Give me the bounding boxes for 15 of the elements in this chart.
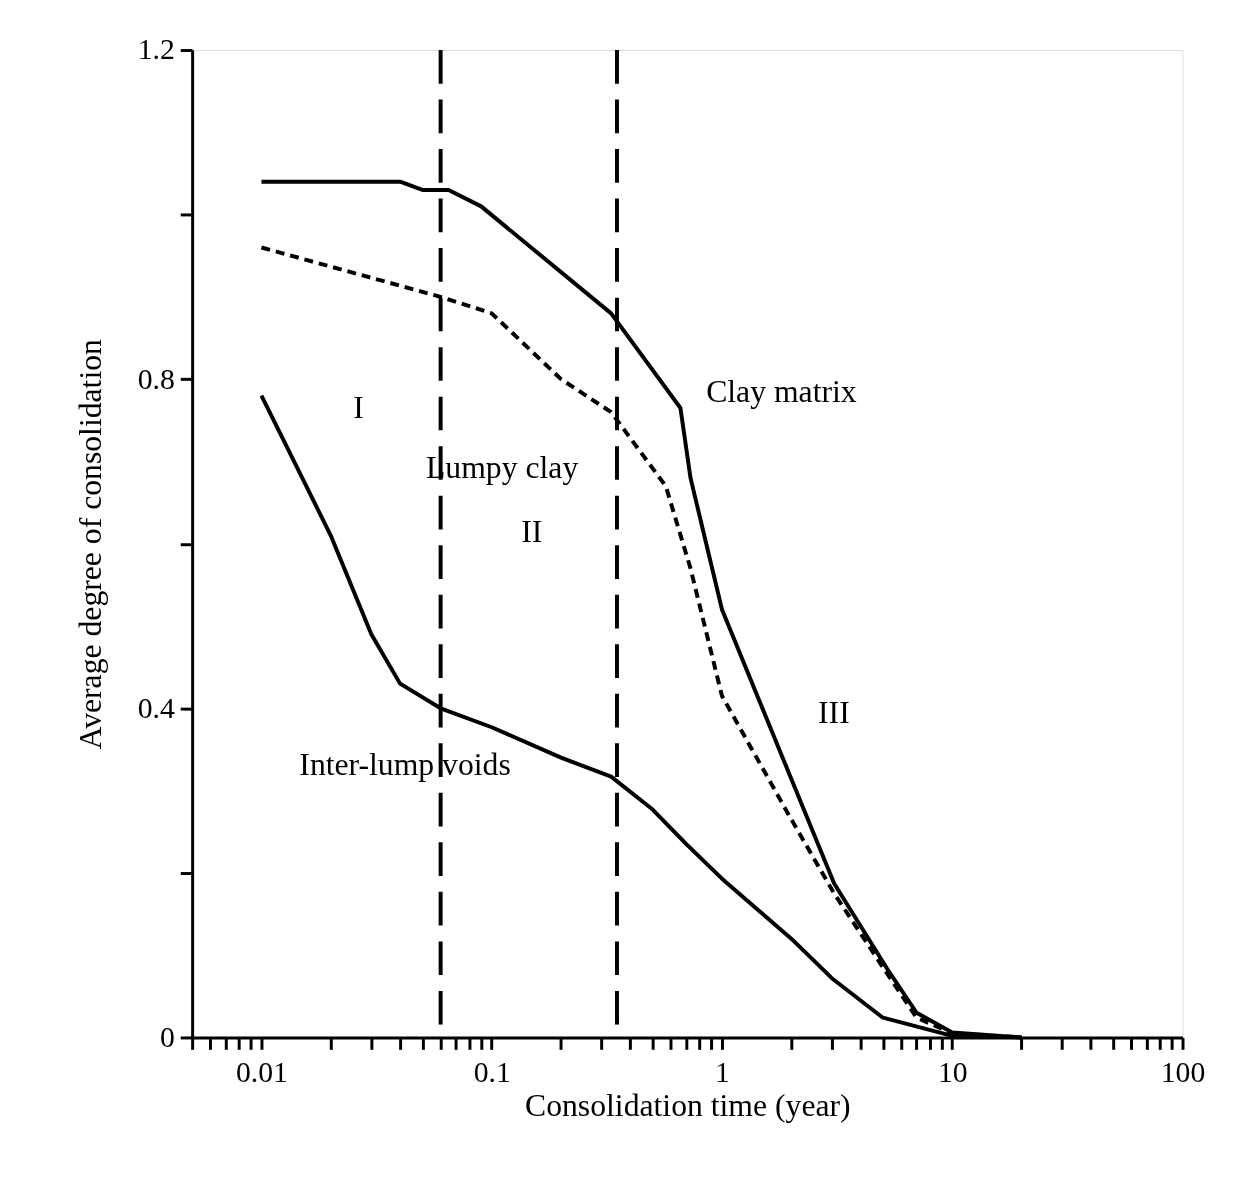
x-tick-label: 1 bbox=[715, 1055, 730, 1088]
annotation: I bbox=[353, 390, 364, 426]
annotation: III bbox=[818, 694, 850, 730]
y-tick-label: 0 bbox=[159, 1020, 175, 1053]
annotation: II bbox=[521, 514, 543, 550]
series-label: Clay matrix bbox=[706, 373, 857, 409]
x-tick-label: 100 bbox=[1160, 1055, 1206, 1088]
y-tick-label: 1.2 bbox=[137, 33, 175, 66]
x-axis-title: Consolidation time (year) bbox=[525, 1088, 851, 1124]
y-axis-title: Average degree of consolidation bbox=[73, 338, 109, 750]
y-tick-label: 0.4 bbox=[137, 691, 175, 724]
x-tick-label: 0.1 bbox=[473, 1055, 511, 1088]
x-tick-label: 0.01 bbox=[235, 1055, 288, 1088]
y-tick-label: 0.8 bbox=[137, 362, 175, 395]
x-tick-label: 10 bbox=[937, 1055, 968, 1088]
